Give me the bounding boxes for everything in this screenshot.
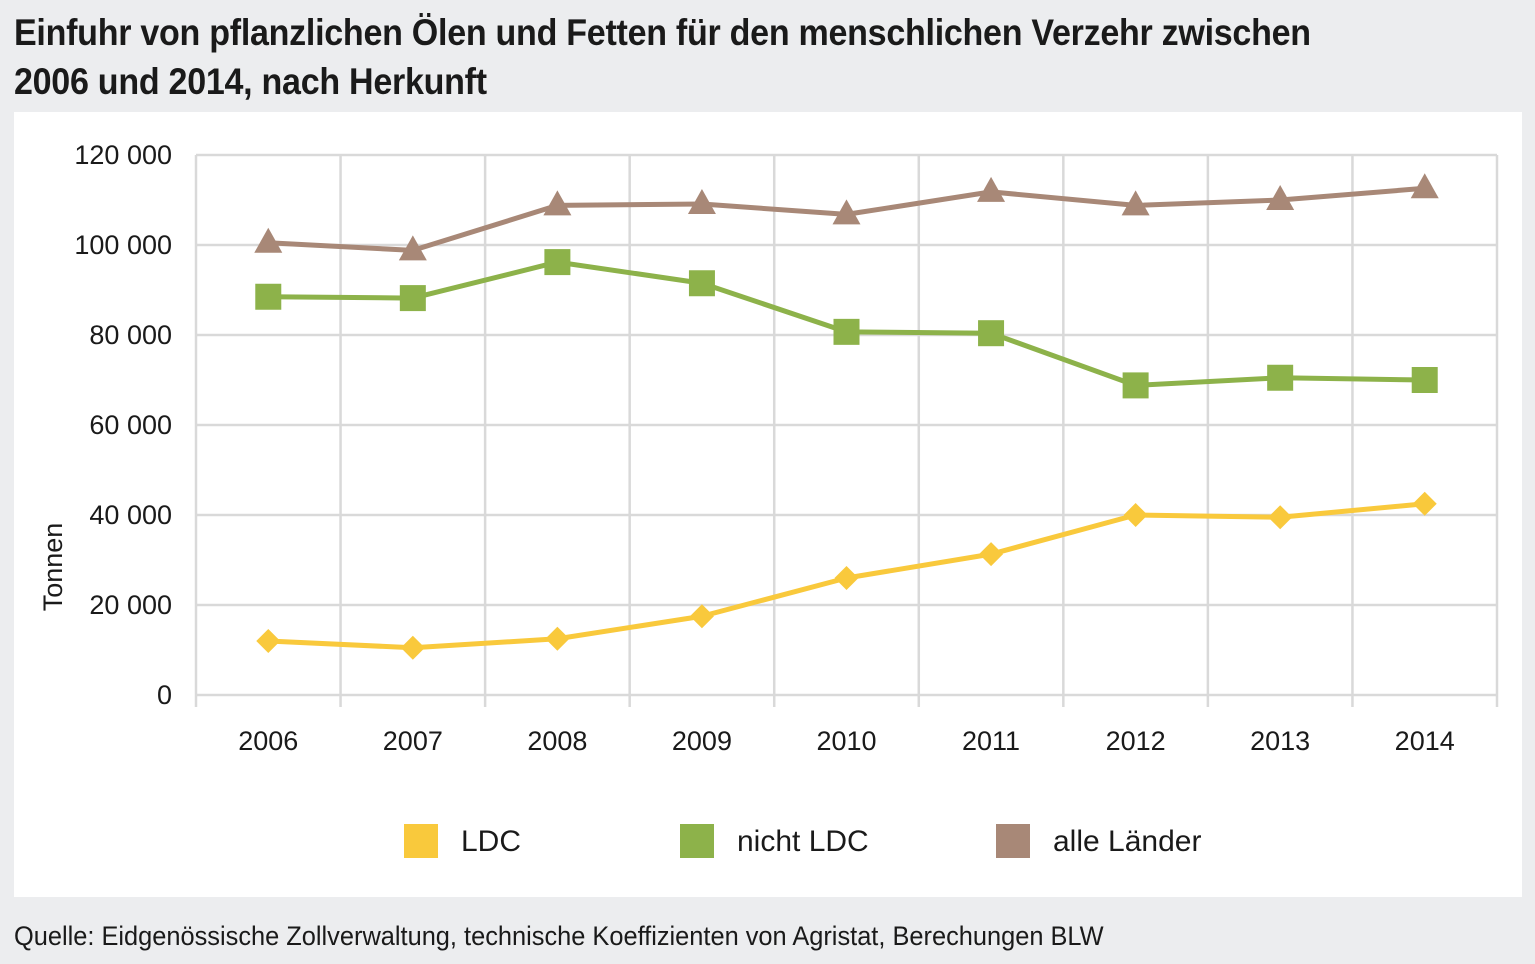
legend-swatch xyxy=(996,824,1030,858)
legend-item-ldc: LDC xyxy=(404,824,521,858)
series-nicht-ldc xyxy=(255,249,1438,399)
data-point-ldc xyxy=(689,604,714,629)
data-point-ldc xyxy=(545,626,570,651)
y-tick-label: 60 000 xyxy=(89,410,172,440)
y-axis-label: Tonnen xyxy=(38,523,68,612)
source-note: Quelle: Eidgenössische Zollverwaltung, t… xyxy=(14,921,1104,951)
x-axis-ticks: 2006 2007 2008 2009 2010 2011 2012 2013 2014 xyxy=(238,726,1455,756)
y-tick-label: 100 000 xyxy=(74,230,172,260)
y-tick-label: 80 000 xyxy=(89,320,172,350)
x-tick-label: 2008 xyxy=(527,726,587,756)
data-point-alle-l-nder xyxy=(977,176,1006,202)
legend-label: LDC xyxy=(461,825,521,858)
data-point-nicht-ldc xyxy=(1411,367,1438,393)
y-tick-label: 120 000 xyxy=(74,140,172,170)
legend-swatch xyxy=(680,824,714,858)
data-point-alle-l-nder xyxy=(1266,185,1295,210)
data-point-alle-l-nder xyxy=(832,199,861,225)
data-point-alle-l-nder xyxy=(254,227,283,253)
data-point-alle-l-nder xyxy=(687,189,716,215)
data-point-ldc xyxy=(834,566,859,590)
chart-panel: 0 20 000 40 000 60 000 80 000 100 000 120 000 … xyxy=(14,112,1522,897)
x-tick-label: 2011 xyxy=(962,726,1020,756)
y-tick-label: 0 xyxy=(157,680,172,710)
data-point-alle-l-nder xyxy=(398,235,427,261)
x-tick-label: 2006 xyxy=(238,726,298,756)
data-point-ldc xyxy=(400,635,425,660)
data-point-nicht-ldc xyxy=(544,249,571,276)
x-tick-label: 2012 xyxy=(1106,726,1166,756)
legend-label: alle Länder xyxy=(1053,825,1201,858)
data-point-alle-l-nder xyxy=(543,190,572,216)
gridlines xyxy=(194,153,1499,695)
x-tick-label: 2013 xyxy=(1250,726,1310,756)
data-point-alle-l-nder xyxy=(1121,190,1150,216)
data-point-ldc xyxy=(979,542,1004,567)
data-point-nicht-ldc xyxy=(833,318,860,345)
data-point-nicht-ldc xyxy=(399,285,426,312)
series-lines xyxy=(254,173,1439,660)
data-point-nicht-ldc xyxy=(978,320,1005,347)
data-point-nicht-ldc xyxy=(255,283,282,310)
data-point-nicht-ldc xyxy=(1122,372,1149,399)
data-point-ldc xyxy=(1123,503,1148,527)
legend-item-alle-l-nder: alle Länder xyxy=(996,824,1201,858)
legend-label: nicht LDC xyxy=(737,825,869,858)
data-point-ldc xyxy=(256,629,281,653)
data-point-nicht-ldc xyxy=(688,270,715,297)
series-ldc xyxy=(256,491,1437,660)
y-tick-label: 20 000 xyxy=(89,590,172,620)
data-point-alle-l-nder xyxy=(1410,173,1439,199)
x-tick-label: 2014 xyxy=(1395,726,1455,756)
x-tick-label: 2009 xyxy=(672,726,732,756)
data-point-ldc xyxy=(1412,491,1437,516)
x-tick-label: 2010 xyxy=(816,726,876,756)
y-axis-ticks: 0 20 000 40 000 60 000 80 000 100 000 120 000 xyxy=(74,140,172,710)
legend: LDC nicht LDC alle Länder xyxy=(404,824,1201,858)
series-alle-l-nder xyxy=(254,173,1439,261)
x-tick-label: 2007 xyxy=(383,726,443,756)
data-point-ldc xyxy=(1268,505,1293,530)
legend-swatch xyxy=(404,824,438,858)
data-point-nicht-ldc xyxy=(1267,364,1294,391)
legend-item-nicht-ldc: nicht LDC xyxy=(680,824,869,858)
y-tick-label: 40 000 xyxy=(89,500,172,530)
chart-title: Einfuhr von pflanzlichen Ölen und Fetten… xyxy=(14,12,1311,102)
axes xyxy=(194,693,1499,707)
